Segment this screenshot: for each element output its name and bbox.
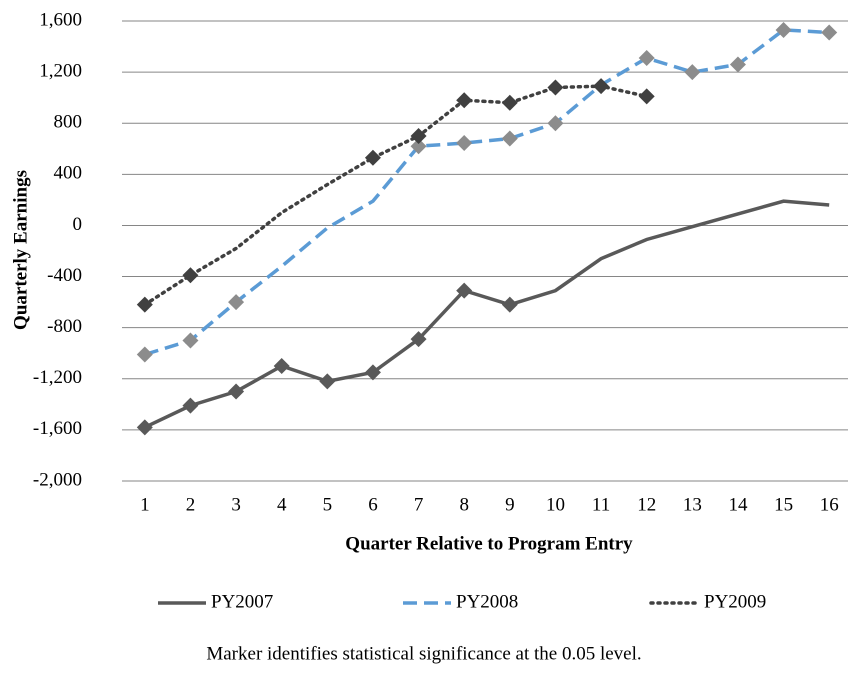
x-tick-label: 9	[505, 494, 515, 515]
x-tick-label: 10	[546, 494, 565, 515]
marker	[593, 78, 610, 95]
x-tick-label: 1	[140, 494, 150, 515]
x-tick-label: 3	[231, 494, 241, 515]
marker	[136, 296, 153, 313]
marker	[410, 138, 427, 155]
x-tick-label: 4	[277, 494, 287, 515]
marker	[456, 92, 473, 109]
y-tick-label: -1,200	[33, 367, 82, 388]
x-tick-label: 11	[592, 494, 610, 515]
marker	[182, 267, 199, 284]
marker	[364, 364, 381, 381]
series-line	[144, 199, 830, 429]
marker	[182, 332, 199, 349]
marker	[638, 50, 655, 67]
marker	[684, 64, 701, 81]
x-tick-label: 6	[368, 494, 378, 515]
marker	[410, 128, 427, 144]
marker	[821, 24, 838, 41]
marker	[182, 397, 199, 414]
y-tick-label: 1,600	[39, 9, 82, 30]
x-tick-label: 7	[414, 494, 424, 515]
marker	[319, 373, 336, 390]
marker	[273, 358, 290, 374]
x-axis-title: Quarter Relative to Program Entry	[345, 533, 633, 554]
marker	[775, 21, 792, 38]
note: Marker identifies statistical significan…	[206, 643, 641, 664]
marker	[410, 331, 427, 348]
series-line	[143, 84, 649, 307]
marker	[136, 419, 153, 436]
y-tick-label: 800	[54, 112, 83, 133]
marker	[638, 88, 655, 105]
marker	[501, 130, 518, 147]
marker	[456, 282, 473, 299]
marker	[228, 294, 245, 311]
legend-label: PY2007	[211, 591, 273, 612]
marker	[501, 94, 518, 111]
marker	[547, 79, 564, 96]
y-tick-label: 400	[54, 163, 83, 184]
y-tick-label: -800	[47, 316, 82, 337]
x-tick-label: 12	[637, 494, 656, 515]
legend-label: PY2008	[456, 591, 518, 612]
x-tick-label: 15	[774, 494, 793, 515]
x-tick-label: 16	[820, 494, 839, 515]
x-tick-label: 14	[728, 494, 748, 515]
marker	[136, 346, 153, 363]
marker	[729, 56, 746, 73]
y-tick-label: 0	[73, 214, 83, 235]
y-tick-label: -400	[47, 265, 82, 286]
marker	[364, 149, 381, 166]
y-tick-label: -2,000	[33, 469, 82, 490]
x-tick-label: 2	[186, 494, 196, 515]
y-tick-label: 1,200	[39, 60, 82, 81]
x-tick-label: 5	[323, 494, 333, 515]
marker	[547, 115, 564, 132]
y-axis-title: Quarterly Earnings	[10, 170, 31, 330]
series-line	[144, 28, 830, 357]
x-tick-label: 13	[683, 494, 702, 515]
marker	[501, 296, 518, 313]
marker	[456, 135, 473, 152]
legend-label: PY2009	[704, 591, 766, 612]
marker	[228, 383, 245, 400]
x-tick-label: 8	[459, 494, 469, 515]
y-tick-label: -1,600	[33, 418, 82, 439]
